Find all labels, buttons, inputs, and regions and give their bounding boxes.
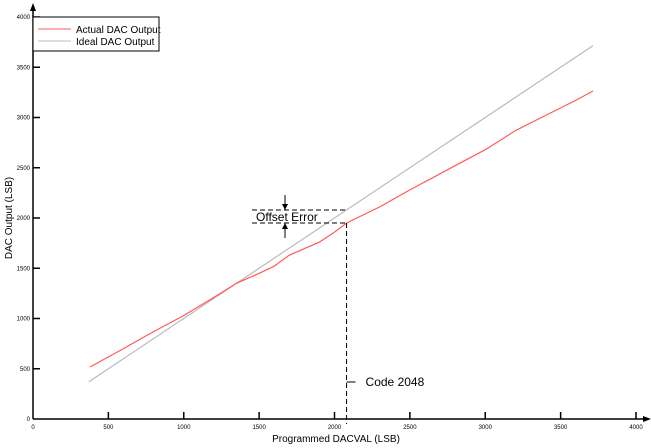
code-label: Code 2048 xyxy=(366,375,425,389)
y-tick-label: 4000 xyxy=(17,15,31,21)
legend-label-ideal: Ideal DAC Output xyxy=(76,37,155,48)
legend: Actual DAC Output Ideal DAC Output xyxy=(32,16,161,52)
x-tick-label: 3000 xyxy=(479,425,493,431)
offset-error-label: Offset Error xyxy=(256,210,318,224)
x-tick-label: 0 xyxy=(31,425,35,431)
y-tick-label: 1500 xyxy=(17,266,31,272)
y-tick-label: 2500 xyxy=(17,166,31,172)
y-tick-label: 1000 xyxy=(17,317,31,323)
x-tick-label: 1500 xyxy=(252,425,266,431)
x-tick-label: 500 xyxy=(103,425,114,431)
y-tick-label: 3000 xyxy=(17,116,31,122)
x-tick-label: 2500 xyxy=(403,425,417,431)
x-tick-label: 1000 xyxy=(177,425,191,431)
legend-box xyxy=(32,16,160,52)
y-tick-label: 3500 xyxy=(17,65,31,71)
x-axis-label: Programmed DACVAL (LSB) xyxy=(272,434,400,445)
y-tick-label: 0 xyxy=(27,417,31,423)
series-line-actual xyxy=(89,90,594,368)
x-tick-label: 3500 xyxy=(554,425,568,431)
y-tick-label: 500 xyxy=(20,367,31,373)
y-axis-arrow xyxy=(30,3,36,11)
x-axis-arrow xyxy=(643,416,651,422)
arrow-up-icon xyxy=(282,223,288,230)
legend-label-actual: Actual DAC Output xyxy=(76,25,161,36)
x-tick-label: 2000 xyxy=(328,425,342,431)
y-axis-label: DAC Output (LSB) xyxy=(4,177,15,259)
x-tick-label: 4000 xyxy=(629,425,643,431)
series-line-ideal xyxy=(88,45,594,383)
arrow-down-icon xyxy=(282,203,288,210)
y-tick-label: 2000 xyxy=(17,216,31,222)
